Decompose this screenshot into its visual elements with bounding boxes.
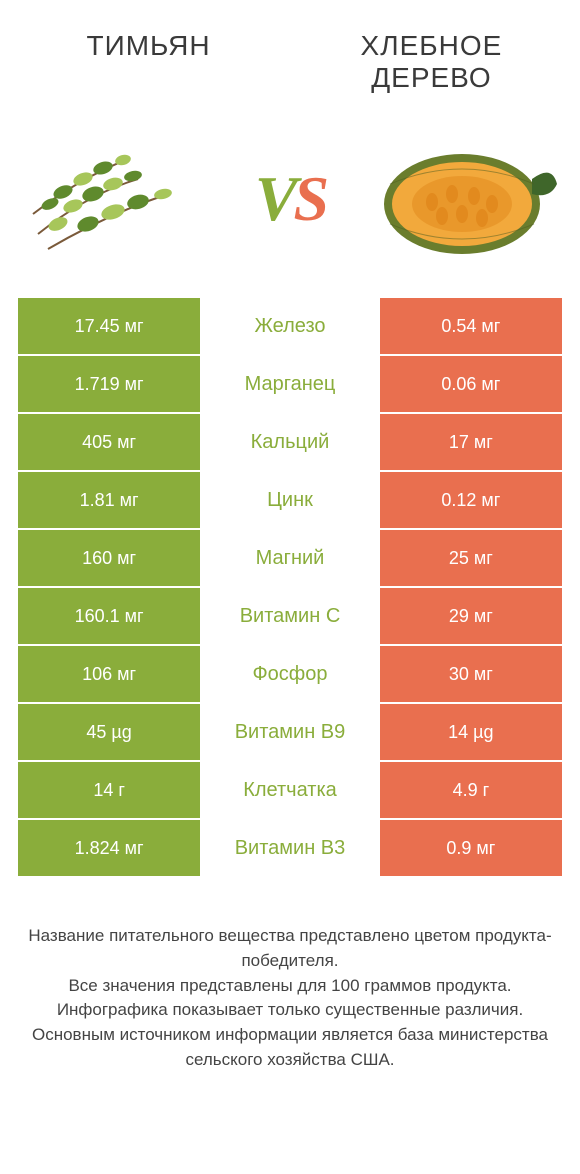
nutrient-label: Кальций bbox=[200, 414, 380, 470]
value-right: 30 мг bbox=[380, 646, 562, 702]
nutrient-label: Железо bbox=[200, 298, 380, 354]
value-right: 29 мг bbox=[380, 588, 562, 644]
nutrient-label: Витамин B9 bbox=[200, 704, 380, 760]
value-right: 0.12 мг bbox=[380, 472, 562, 528]
title-left: Тимьян bbox=[18, 30, 279, 62]
value-right: 0.06 мг bbox=[380, 356, 562, 412]
nutrient-label: Витамин B3 bbox=[200, 820, 380, 876]
value-left: 160 мг bbox=[18, 530, 200, 586]
vs-v: V bbox=[255, 163, 294, 234]
table-row: 1.719 мгМарганец0.06 мг bbox=[18, 356, 562, 412]
breadfruit-icon bbox=[362, 124, 562, 274]
comparison-infographic: Тимьян Хлебное дерево bbox=[0, 0, 580, 1092]
table-row: 14 гКлетчатка4.9 г bbox=[18, 762, 562, 818]
value-right: 0.54 мг bbox=[380, 298, 562, 354]
product-left-illustration bbox=[18, 124, 218, 274]
thyme-icon bbox=[18, 124, 218, 274]
table-row: 1.81 мгЦинк0.12 мг bbox=[18, 472, 562, 528]
value-left: 17.45 мг bbox=[18, 298, 200, 354]
nutrient-label: Марганец bbox=[200, 356, 380, 412]
hero-row: VS bbox=[18, 124, 562, 274]
footer-line: Основным источником информации является … bbox=[24, 1023, 556, 1072]
nutrient-label: Витамин C bbox=[200, 588, 380, 644]
value-left: 1.81 мг bbox=[18, 472, 200, 528]
product-right-illustration bbox=[362, 124, 562, 274]
value-left: 106 мг bbox=[18, 646, 200, 702]
table-row: 160 мгМагний25 мг bbox=[18, 530, 562, 586]
value-right: 14 µg bbox=[380, 704, 562, 760]
vs-s: S bbox=[294, 163, 326, 234]
value-right: 25 мг bbox=[380, 530, 562, 586]
comparison-table: 17.45 мгЖелезо0.54 мг1.719 мгМарганец0.0… bbox=[18, 298, 562, 876]
vs-label: VS bbox=[255, 162, 325, 236]
footer-line: Название питательного вещества представл… bbox=[24, 924, 556, 973]
nutrient-label: Фосфор bbox=[200, 646, 380, 702]
value-left: 160.1 мг bbox=[18, 588, 200, 644]
value-right: 4.9 г bbox=[380, 762, 562, 818]
value-left: 1.824 мг bbox=[18, 820, 200, 876]
nutrient-label: Клетчатка bbox=[200, 762, 380, 818]
footer-line: Инфографика показывает только существенн… bbox=[24, 998, 556, 1023]
table-row: 45 µgВитамин B914 µg bbox=[18, 704, 562, 760]
value-right: 17 мг bbox=[380, 414, 562, 470]
table-row: 106 мгФосфор30 мг bbox=[18, 646, 562, 702]
table-row: 1.824 мгВитамин B30.9 мг bbox=[18, 820, 562, 876]
nutrient-label: Цинк bbox=[200, 472, 380, 528]
value-right: 0.9 мг bbox=[380, 820, 562, 876]
title-right: Хлебное дерево bbox=[301, 30, 562, 94]
value-left: 14 г bbox=[18, 762, 200, 818]
footer-notes: Название питательного вещества представл… bbox=[18, 924, 562, 1072]
value-left: 45 µg bbox=[18, 704, 200, 760]
table-row: 160.1 мгВитамин C29 мг bbox=[18, 588, 562, 644]
nutrient-label: Магний bbox=[200, 530, 380, 586]
titles-row: Тимьян Хлебное дерево bbox=[18, 30, 562, 94]
value-left: 1.719 мг bbox=[18, 356, 200, 412]
table-row: 17.45 мгЖелезо0.54 мг bbox=[18, 298, 562, 354]
value-left: 405 мг bbox=[18, 414, 200, 470]
table-row: 405 мгКальций17 мг bbox=[18, 414, 562, 470]
footer-line: Все значения представлены для 100 граммо… bbox=[24, 974, 556, 999]
